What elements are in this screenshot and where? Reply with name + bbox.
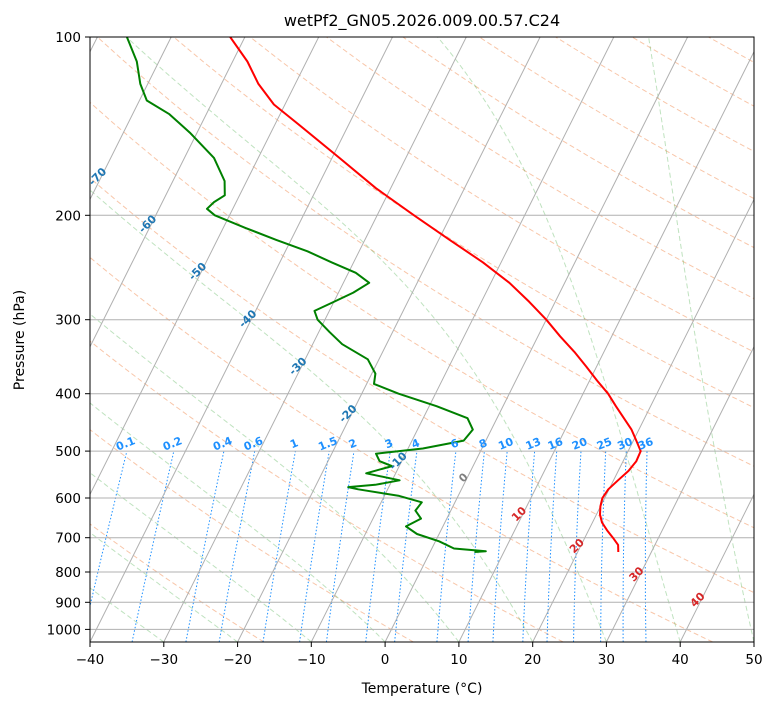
mixing-ratio-label: 1 [288,436,300,451]
mixing-ratio-label: 2 [347,436,359,451]
y-tick-label: 500 [55,444,81,460]
y-tick-label: 600 [55,491,81,507]
dry-adiabat [326,37,754,300]
moist-adiabat [648,37,754,642]
mixing-ratio-label: 13 [524,435,543,453]
isotherm [90,37,172,201]
y-tick-label: 100 [55,30,81,46]
moist-adiabat [126,37,607,642]
dry-adiabat [249,37,754,353]
mixing-ratio-label: 20 [570,435,589,453]
x-tick-label: 40 [672,652,689,668]
x-tick-label: 10 [450,652,467,668]
y-tick-label: 700 [55,531,81,547]
mixing-ratio-line [546,451,558,642]
plot-frame [89,36,755,643]
mixing-ratio-label: 8 [477,436,489,451]
x-tick-label: 30 [598,652,615,668]
moist-adiabat [90,402,386,642]
mixing-ratio-label: 36 [636,435,655,453]
dry-adiabat [97,37,754,467]
y-tick-label: 1000 [47,622,81,638]
mixing-ratio-line [522,451,536,642]
x-tick-label: −30 [150,652,179,668]
dewpoint-profile [125,37,487,553]
y-tick-label: 800 [55,565,81,581]
mixing-ratio-line [436,451,457,642]
mixing-ratio-label: 10 [496,435,515,453]
chart-title: wetPf2_GN05.2026.009.00.57.C24 [284,11,560,31]
isotherm [532,198,754,642]
mixing-ratio-line [90,450,128,609]
isotherm [605,345,754,642]
x-tick-label: 0 [381,652,390,668]
isotherm [237,37,541,642]
mixing-ratio-label: 3 [383,436,395,451]
isotherm [90,37,320,496]
dry-adiabat [90,177,754,594]
mixing-ratio-label: 16 [546,435,565,453]
moist-adiabat [437,37,681,642]
x-tick-label: 50 [745,652,762,668]
x-tick-label: −10 [297,652,326,668]
moist-adiabat [90,313,460,642]
isotherm [163,37,467,642]
temperature-profile [229,37,642,553]
isotherm [310,37,615,642]
isotherm [458,50,754,642]
isotherm [90,37,393,642]
y-tick-label: 300 [55,313,81,329]
y-tick-label: 900 [55,595,81,611]
mixing-ratio-line [467,451,485,642]
data-series [125,37,642,553]
mixing-ratio-line [622,451,627,642]
dry-adiabat [90,340,564,642]
x-axis-label: Temperature (°C) [361,681,483,697]
mixing-ratio-line [573,451,582,642]
dry-adiabat [90,256,713,642]
x-tick-label: 20 [524,652,541,668]
mixing-ratio-label: 25 [595,435,614,453]
x-tick-label: −20 [223,652,252,668]
isotherm [679,493,754,642]
x-tick-label: −40 [76,652,105,668]
y-tick-label: 200 [55,208,81,224]
moist-adiabat [90,189,534,642]
y-axis-label: Pressure (hPa) [12,290,28,390]
mixing-ratio-label: 30 [615,435,634,453]
y-tick-label: 400 [55,387,81,403]
